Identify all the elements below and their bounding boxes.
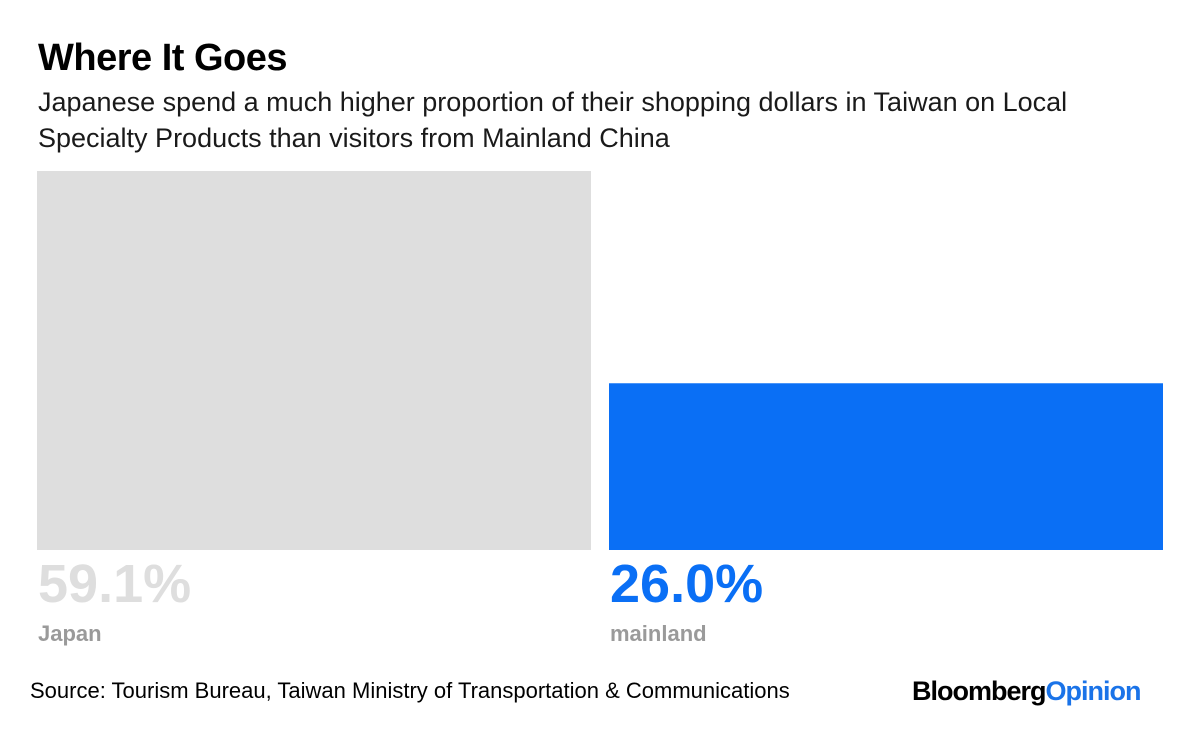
bar-mainland <box>609 383 1163 550</box>
category-label-mainland: mainland <box>610 621 707 646</box>
brand-logo: BloombergOpinion <box>912 674 1141 708</box>
value-label-japan: 59.1% <box>38 554 191 614</box>
brand-logo-part2: Opinion <box>1045 676 1142 706</box>
chart-title: Where It Goes <box>38 37 288 79</box>
value-label-mainland: 26.0% <box>610 554 763 614</box>
bar-japan <box>37 171 591 550</box>
category-label-japan: Japan <box>38 621 102 646</box>
brand-logo-part1: Bloomberg <box>912 676 1047 706</box>
chart-subtitle: Japanese spend a much higher proportion … <box>38 87 1068 153</box>
source-note: Source: Tourism Bureau, Taiwan Ministry … <box>30 678 790 703</box>
